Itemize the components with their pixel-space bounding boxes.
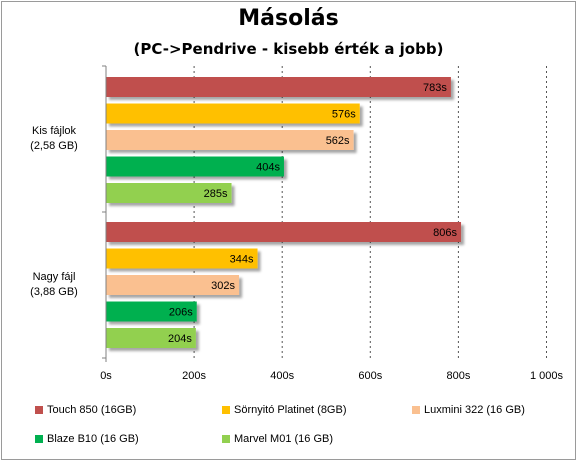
category-label-small-files: Kis fájlok (2,58 GB) bbox=[10, 124, 98, 154]
legend: Touch 850 (16GB) Sörnyitó Platinet (8GB)… bbox=[30, 400, 570, 450]
bar bbox=[106, 328, 196, 348]
category-label-large-file: Nagy fájl (3,88 GB) bbox=[10, 270, 98, 300]
legend-label: Luxmini 322 (16 GB) bbox=[424, 404, 525, 416]
x-tick-label: 0s bbox=[100, 370, 112, 382]
bar bbox=[106, 183, 232, 203]
bar-value-label: 783s bbox=[423, 82, 447, 94]
bar-value-label: 285s bbox=[204, 188, 228, 200]
legend-item-luxmini: Luxmini 322 (16 GB) bbox=[412, 403, 525, 417]
legend-swatch bbox=[35, 435, 43, 443]
bar bbox=[106, 77, 451, 97]
legend-swatch bbox=[222, 406, 230, 414]
x-tick-label: 600s bbox=[358, 370, 382, 382]
x-tick-label: 800s bbox=[446, 370, 470, 382]
bar bbox=[106, 301, 197, 322]
bar-value-label: 576s bbox=[332, 109, 356, 121]
bar-value-label: 302s bbox=[211, 280, 235, 292]
category-label-line2: (3,88 GB) bbox=[30, 286, 78, 298]
x-tick-label: 1 000s bbox=[530, 370, 564, 382]
legend-item-platinet: Sörnyitó Platinet (8GB) bbox=[222, 403, 347, 417]
legend-swatch bbox=[412, 406, 420, 414]
category-label-line2: (2,58 GB) bbox=[30, 140, 78, 152]
legend-label: Marvel M01 (16 GB) bbox=[234, 433, 334, 445]
x-tick-label: 200s bbox=[182, 370, 206, 382]
legend-swatch bbox=[35, 406, 43, 414]
legend-item-blaze: Blaze B10 (16 GB) bbox=[35, 432, 139, 446]
category-label-line1: Kis fájlok bbox=[31, 125, 77, 137]
bar bbox=[106, 103, 360, 124]
plot-area: 783s 576s 562s 404s 285s 806s 344s 302s 206s 204s… bbox=[100, 65, 564, 382]
legend-item-touch-850: Touch 850 (16GB) bbox=[35, 403, 136, 417]
category-label-line1: Nagy fájl bbox=[32, 271, 76, 283]
bar-value-label: 806s bbox=[433, 227, 457, 239]
bar-value-label: 562s bbox=[326, 135, 350, 147]
chart-title: Másolás bbox=[238, 6, 339, 31]
legend-label: Blaze B10 (16 GB) bbox=[47, 433, 139, 445]
bar bbox=[106, 156, 284, 177]
legend-label: Sörnyitó Platinet (8GB) bbox=[234, 404, 347, 416]
bar-value-label: 404s bbox=[256, 162, 280, 174]
bar bbox=[106, 130, 354, 150]
legend-swatch bbox=[222, 435, 230, 443]
chart-subtitle: (PC->Pendrive - kisebb érték a jobb) bbox=[133, 40, 444, 58]
legend-label: Touch 850 (16GB) bbox=[47, 404, 137, 416]
x-tick-label: 400s bbox=[270, 370, 294, 382]
legend-item-marvel: Marvel M01 (16 GB) bbox=[222, 432, 333, 446]
bar bbox=[106, 248, 258, 269]
bar bbox=[106, 275, 240, 295]
bar-value-label: 344s bbox=[230, 254, 254, 266]
bar-value-label: 206s bbox=[169, 307, 193, 319]
bar bbox=[106, 222, 462, 242]
bar-value-label: 204s bbox=[168, 333, 192, 345]
